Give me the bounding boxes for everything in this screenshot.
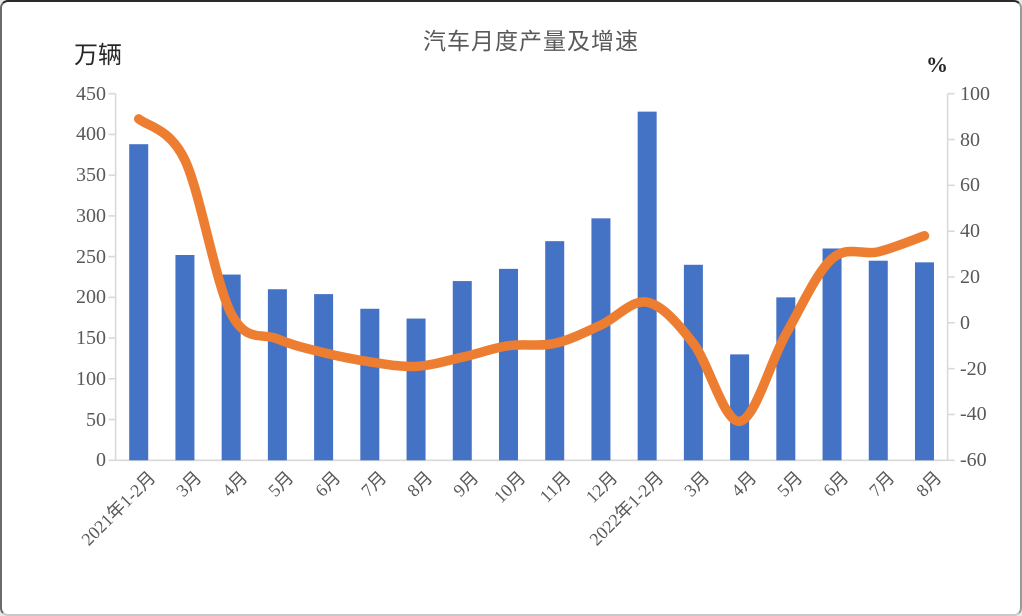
- bar-12月: [591, 218, 611, 461]
- bar-8月: [914, 262, 934, 461]
- bar-4月: [730, 354, 750, 461]
- y-right-tick-label: -40: [960, 403, 987, 426]
- bar-2022年1-2月: [637, 111, 657, 461]
- right-axis-unit-label: %: [926, 52, 948, 77]
- chart-title: 汽车月度产量及增速: [423, 29, 639, 54]
- bar-6月: [314, 294, 334, 461]
- bar-9月: [452, 281, 472, 461]
- bar-5月: [267, 289, 287, 461]
- y-right-tick-label: 100: [960, 82, 990, 105]
- y-left-tick-label: 150: [76, 327, 106, 350]
- y-left-tick-label: 300: [76, 204, 106, 227]
- bar-3月: [683, 264, 703, 461]
- growth-rate-line: [133, 114, 930, 427]
- bar-7月: [360, 308, 380, 461]
- y-right-tick-label: 20: [960, 266, 980, 288]
- y-left-tick-label: 100: [76, 367, 106, 390]
- bar-11月: [545, 241, 565, 461]
- y-right-tick-label: -60: [960, 449, 987, 472]
- y-left-tick-label: 50: [86, 408, 106, 431]
- y-right-tick-label: 60: [960, 174, 980, 197]
- y-right-tick-label: 0: [960, 311, 970, 334]
- left-axis-unit-label: 万辆: [74, 43, 122, 69]
- y-right-tick-label: -20: [960, 357, 987, 380]
- bar-7月: [868, 260, 888, 461]
- y-right-tick-label: 40: [960, 220, 980, 243]
- y-left-tick-label: 400: [76, 123, 106, 146]
- y-right-tick-label: 80: [960, 128, 980, 151]
- bar-3月: [175, 255, 195, 461]
- y-left-tick-label: 0: [96, 449, 106, 472]
- bar-2021年1-2月: [129, 144, 149, 461]
- bar-6月: [822, 248, 842, 461]
- bar-8月: [406, 318, 426, 461]
- y-left-tick-label: 350: [76, 164, 106, 187]
- y-left-tick-label: 250: [76, 245, 106, 268]
- y-left-tick-label: 200: [76, 286, 106, 309]
- y-left-tick-label: 450: [76, 82, 106, 105]
- bar-10月: [498, 268, 518, 461]
